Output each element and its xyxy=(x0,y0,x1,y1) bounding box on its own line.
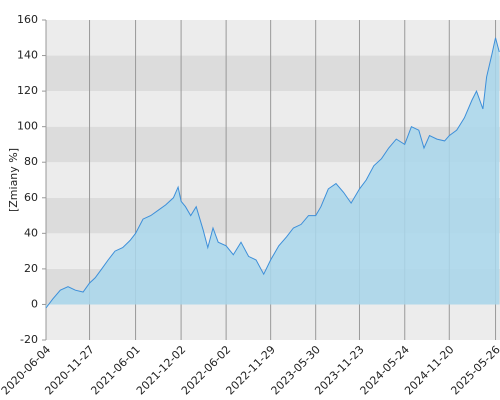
grid-band xyxy=(46,55,500,92)
y-tick-label: 40 xyxy=(24,226,38,239)
y-tick-label: 60 xyxy=(24,191,38,204)
y-tick-label: -20 xyxy=(20,333,38,346)
grid-band xyxy=(46,20,500,56)
area-fill xyxy=(46,37,500,309)
y-tick-label: 80 xyxy=(24,155,38,168)
y-tick-label: 120 xyxy=(17,84,38,97)
y-tick-label: 160 xyxy=(17,13,38,26)
grid-band xyxy=(46,304,500,340)
y-tick-label: 20 xyxy=(24,262,38,275)
grid-band xyxy=(46,91,500,127)
x-tick-label: 2025-05-26 xyxy=(448,343,500,397)
line xyxy=(45,37,500,309)
y-axis-label: [Zmiany %] xyxy=(7,148,20,212)
y-tick-label: 140 xyxy=(17,49,38,62)
y-tick-label: 0 xyxy=(31,297,38,310)
y-tick-label: 100 xyxy=(17,120,38,133)
